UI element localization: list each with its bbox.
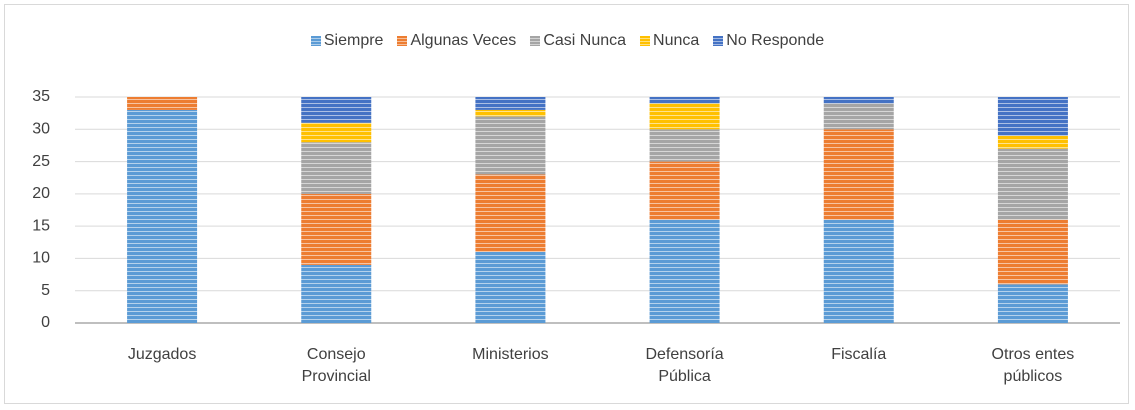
bar-segment [649, 129, 720, 162]
y-tick-label: 20 [32, 185, 50, 202]
bar-segment [475, 251, 546, 323]
legend-item: No Responde [713, 32, 824, 50]
legend-item: Siempre [310, 32, 384, 50]
bar-segment [649, 103, 720, 130]
bar-segment [997, 284, 1068, 323]
bar-segment [823, 97, 894, 104]
legend-label: Siempre [323, 32, 384, 49]
y-tick-label: 10 [32, 250, 50, 267]
bar-segment [649, 219, 720, 323]
y-tick-label: 15 [32, 217, 50, 234]
legend-item: Nunca [640, 32, 699, 50]
legend-label: Algunas Veces [410, 32, 517, 49]
legend-label: Casi Nunca [543, 32, 627, 49]
legend-swatch [397, 36, 408, 46]
y-tick-label: 5 [41, 282, 50, 299]
bar-segment [823, 219, 894, 323]
x-tick-label: Ministerios [472, 346, 549, 363]
bar-segment [475, 174, 546, 252]
y-tick-label: 30 [32, 121, 50, 138]
bar-segment [475, 97, 546, 110]
bar-segment [301, 193, 372, 265]
x-tick-label: Fiscalía [831, 346, 887, 363]
bar-segment [997, 148, 1068, 220]
legend-label: Nunca [653, 32, 700, 49]
x-tick-label: Otros entes públicos [991, 346, 1075, 385]
bar-segment [649, 161, 720, 220]
y-tick-label: 25 [32, 153, 50, 170]
y-tick-label: 35 [32, 88, 50, 105]
bar-segment [301, 142, 372, 194]
bar-segment [301, 97, 372, 123]
bar-segment [301, 122, 372, 143]
legend: Siempre Algunas Veces Casi Nunca Nunca No Re… [0, 32, 1135, 50]
legend-swatch [530, 36, 541, 46]
bar-segment [127, 109, 198, 324]
bar-segment [997, 219, 1068, 285]
chart-frame [4, 4, 1129, 404]
bar-segment [475, 109, 546, 117]
bar-segment [649, 97, 720, 104]
bar-segment [127, 97, 198, 110]
x-tick-label: Juzgados [127, 346, 197, 363]
legend-swatch [640, 36, 651, 46]
x-tick-label: Defensoría Pública [645, 346, 724, 385]
bar-segment [997, 135, 1068, 149]
bar-segment [997, 97, 1068, 136]
x-tick-label: Consejo Provincial [301, 346, 371, 385]
legend-swatch [713, 36, 724, 46]
bar-segment [823, 103, 894, 130]
legend-label: No Responde [726, 32, 825, 49]
legend-item: Casi Nunca [530, 32, 626, 50]
y-tick-label: 0 [41, 314, 50, 331]
bar-segment [475, 116, 546, 175]
legend-item: Algunas Veces [397, 32, 516, 50]
bar-segment [301, 264, 372, 323]
legend-swatch [310, 36, 321, 46]
bar-segment [823, 129, 894, 220]
